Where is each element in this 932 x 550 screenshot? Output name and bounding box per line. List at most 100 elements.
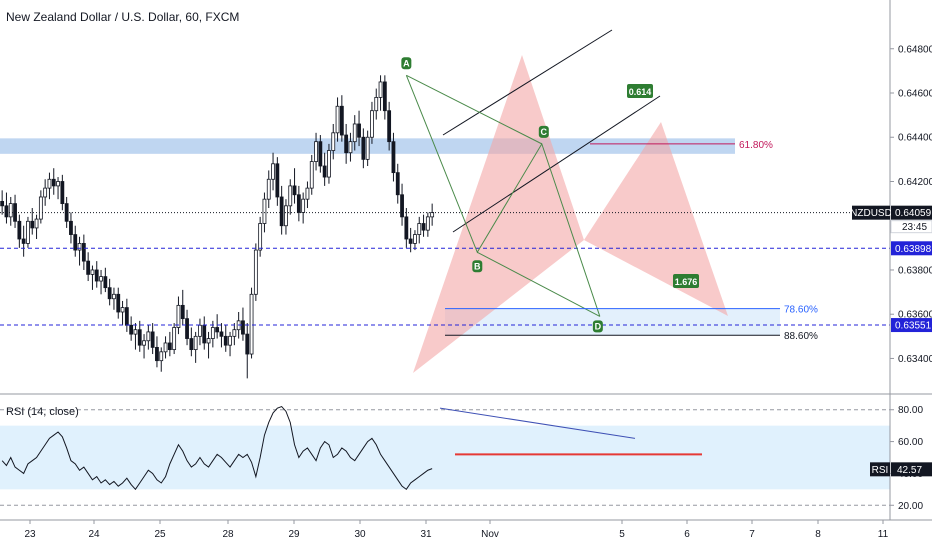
candle-body[interactable] (167, 342, 172, 351)
candle-body[interactable] (241, 320, 245, 335)
channel-lower-line[interactable] (452, 95, 661, 233)
candle-body[interactable] (391, 141, 396, 174)
rsi-line[interactable] (1, 405, 433, 491)
candle-body[interactable] (142, 340, 146, 346)
candle-body[interactable] (232, 329, 237, 337)
candle-body[interactable] (382, 81, 387, 112)
candle-body[interactable] (90, 269, 95, 275)
candle-body[interactable] (94, 269, 99, 282)
price-tag[interactable] (891, 205, 932, 220)
candle-body[interactable] (56, 181, 60, 187)
candle-body[interactable] (86, 260, 91, 275)
candle-body[interactable] (116, 293, 121, 313)
candle-body[interactable] (219, 331, 224, 337)
harmonic-point-badge[interactable] (592, 320, 603, 333)
candle-body[interactable] (8, 203, 13, 218)
candle-body[interactable] (172, 327, 177, 351)
candle-body[interactable] (404, 216, 409, 240)
candle-body[interactable] (271, 163, 275, 180)
candle-body[interactable] (228, 335, 232, 346)
candle-body[interactable] (365, 136, 370, 160)
rsi-indicator-label[interactable]: RSI (14, close) (6, 406, 79, 418)
candle-body[interactable] (159, 351, 164, 362)
candle-body[interactable] (348, 141, 353, 154)
candle-body[interactable] (185, 318, 189, 339)
candle-body[interactable] (51, 178, 56, 187)
candle-body[interactable] (206, 338, 211, 344)
candle-body[interactable] (47, 178, 52, 189)
candle-body[interactable] (112, 293, 116, 300)
symbol-tag[interactable] (852, 205, 890, 220)
candle-body[interactable] (223, 335, 228, 346)
candle-body[interactable] (318, 141, 323, 167)
candle-body[interactable] (266, 178, 271, 200)
candle-body[interactable] (38, 196, 43, 220)
candle-body[interactable] (331, 132, 336, 151)
candle-body[interactable] (69, 220, 73, 235)
candle-body[interactable] (301, 198, 306, 213)
candle-body[interactable] (296, 194, 301, 213)
candle-body[interactable] (395, 172, 400, 196)
candle-body[interactable] (279, 196, 284, 227)
rsi-value-tag[interactable] (891, 462, 932, 477)
candle-body[interactable] (292, 185, 297, 196)
candle-body[interactable] (155, 346, 159, 362)
candle-body[interactable] (163, 342, 168, 353)
candle-body[interactable] (245, 333, 250, 355)
candle-body[interactable] (21, 238, 26, 244)
candle-body[interactable] (305, 187, 310, 200)
candle-body[interactable] (322, 165, 327, 178)
candle-body[interactable] (378, 81, 383, 98)
candle-body[interactable] (370, 110, 374, 138)
candle-body[interactable] (17, 220, 22, 240)
candle-body[interactable] (77, 243, 82, 251)
price-tag[interactable] (891, 318, 932, 333)
harmonic-point-badge[interactable] (538, 125, 549, 138)
rsi-tag[interactable] (870, 462, 890, 477)
candle-body[interactable] (249, 293, 254, 355)
candle-body[interactable] (146, 331, 151, 342)
candle-body[interactable] (124, 307, 129, 326)
candle-body[interactable] (81, 243, 86, 262)
candle-body[interactable] (400, 194, 404, 218)
candle-body[interactable] (189, 338, 194, 351)
candle-body[interactable] (258, 223, 263, 251)
candle-body[interactable] (357, 123, 361, 138)
candle-body[interactable] (4, 205, 9, 218)
candle-body[interactable] (417, 223, 422, 235)
price-tag[interactable] (891, 241, 932, 256)
candle-body[interactable] (198, 324, 202, 337)
target-zone[interactable] (445, 308, 780, 336)
candle-body[interactable] (284, 205, 288, 227)
candle-body[interactable] (30, 220, 35, 229)
candle-body[interactable] (60, 181, 65, 205)
candle-body[interactable] (339, 105, 344, 136)
candle-body[interactable] (215, 327, 220, 333)
candle-body[interactable] (309, 161, 314, 189)
ratio-badge[interactable] (627, 84, 653, 98)
candle-body[interactable] (150, 331, 155, 348)
candle-body[interactable] (288, 185, 293, 207)
candle-body[interactable] (133, 329, 138, 335)
harmonic-point-badge[interactable] (472, 260, 483, 273)
candle-body[interactable] (314, 141, 318, 162)
candle-body[interactable] (253, 249, 258, 295)
candle-body[interactable] (421, 223, 426, 231)
candle-body[interactable] (34, 218, 39, 229)
harmonic-bd-line[interactable] (477, 251, 601, 317)
candle-body[interactable] (129, 324, 134, 335)
ratio-badge[interactable] (673, 274, 699, 288)
channel-upper-line[interactable] (442, 29, 613, 136)
candle-body[interactable] (425, 216, 430, 231)
candle-body[interactable] (262, 198, 267, 224)
candle-body[interactable] (327, 150, 331, 178)
candle-body[interactable] (202, 324, 207, 344)
harmonic-abcd-path[interactable] (405, 75, 601, 317)
candle-body[interactable] (107, 287, 112, 300)
rsi-divergence-line[interactable] (439, 407, 636, 439)
candle-body[interactable] (137, 329, 142, 346)
candle-body[interactable] (387, 110, 392, 143)
candle-body[interactable] (344, 134, 349, 154)
harmonic-ac-line[interactable] (406, 74, 543, 145)
candle-body[interactable] (73, 234, 78, 251)
